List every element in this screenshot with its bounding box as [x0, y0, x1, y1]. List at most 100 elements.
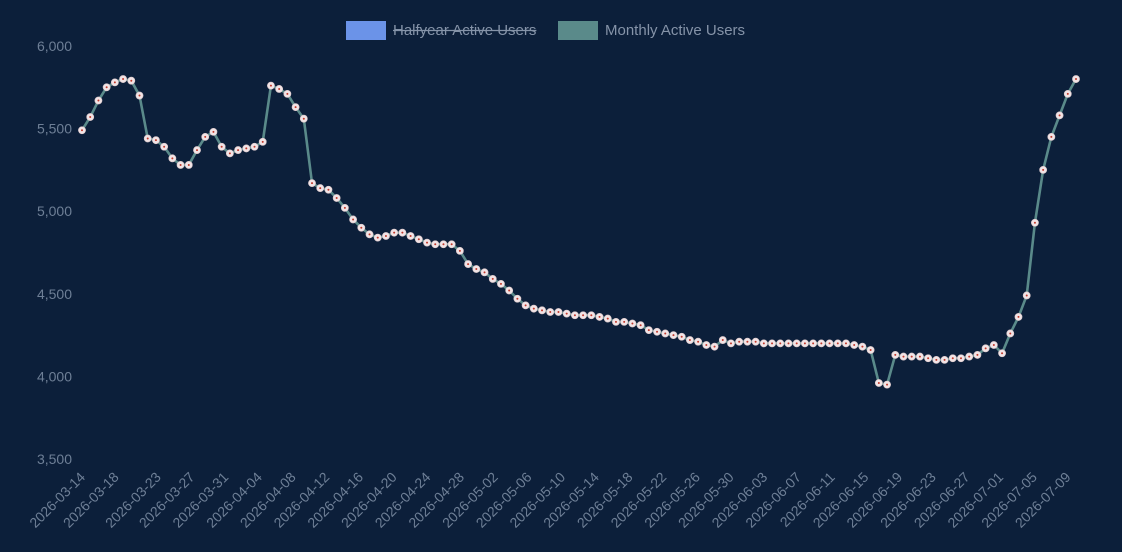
data-point[interactable] [874, 379, 883, 387]
data-point[interactable] [743, 337, 752, 346]
data-point[interactable] [989, 341, 998, 349]
data-point[interactable] [677, 332, 686, 341]
data-point[interactable] [267, 81, 275, 90]
data-point[interactable] [242, 144, 251, 153]
data-point[interactable] [718, 336, 727, 344]
data-point[interactable] [275, 85, 284, 93]
data-point[interactable] [1014, 313, 1023, 321]
data-point[interactable] [759, 339, 768, 348]
data-point[interactable] [406, 232, 415, 240]
data-point[interactable] [184, 161, 193, 169]
data-point[interactable] [472, 265, 481, 273]
data-point[interactable] [291, 103, 300, 112]
data-point[interactable] [948, 354, 957, 363]
data-point[interactable] [127, 76, 136, 85]
data-point[interactable] [110, 78, 119, 87]
data-point[interactable] [825, 339, 834, 348]
data-point[interactable] [365, 230, 374, 239]
data-point[interactable] [981, 344, 990, 353]
data-point[interactable] [538, 306, 546, 315]
data-point[interactable] [234, 146, 242, 154]
data-point[interactable] [957, 354, 965, 363]
data-point[interactable] [225, 149, 234, 158]
data-point[interactable] [735, 337, 744, 346]
data-point[interactable] [86, 113, 95, 121]
data-point[interactable] [858, 342, 867, 351]
data-point[interactable] [152, 136, 160, 145]
legend-item-halfyear[interactable]: Halfyear Active Users [346, 21, 537, 40]
data-point[interactable] [431, 240, 440, 249]
data-point[interactable] [916, 352, 924, 361]
data-point[interactable] [973, 351, 982, 359]
data-point[interactable] [316, 184, 325, 192]
data-point[interactable] [1031, 218, 1039, 227]
data-point[interactable] [932, 355, 941, 364]
data-point[interactable] [209, 128, 218, 136]
data-point[interactable] [390, 228, 399, 237]
data-point[interactable] [850, 341, 859, 349]
data-point[interactable] [628, 319, 637, 328]
data-point[interactable] [661, 329, 670, 338]
data-point[interactable] [332, 194, 341, 202]
data-point[interactable] [398, 228, 407, 237]
data-point[interactable] [464, 260, 472, 268]
data-point[interactable] [258, 137, 267, 146]
data-point[interactable] [168, 154, 177, 163]
data-point[interactable] [423, 238, 431, 247]
data-point[interactable] [842, 339, 850, 348]
data-point[interactable] [119, 75, 127, 83]
data-point[interactable] [176, 161, 185, 169]
data-point[interactable] [78, 126, 86, 135]
data-point[interactable] [883, 380, 891, 389]
data-point[interactable] [784, 339, 793, 348]
data-point[interactable] [792, 339, 801, 348]
data-point[interactable] [135, 91, 144, 100]
data-point[interactable] [340, 203, 349, 212]
legend-item-monthly[interactable]: Monthly Active Users [558, 21, 745, 40]
data-point[interactable] [439, 240, 448, 249]
data-point[interactable] [587, 311, 596, 320]
data-point[interactable] [373, 233, 382, 242]
data-point[interactable] [644, 326, 653, 335]
data-point[interactable] [250, 142, 259, 151]
data-point[interactable] [965, 352, 974, 361]
data-point[interactable] [751, 337, 760, 346]
data-point[interactable] [357, 223, 366, 232]
data-point[interactable] [455, 246, 464, 255]
data-point[interactable] [546, 308, 555, 316]
data-point[interactable] [1006, 329, 1015, 338]
data-point[interactable] [710, 342, 719, 351]
data-point[interactable] [866, 346, 875, 354]
data-point[interactable] [497, 279, 505, 288]
data-point[interactable] [940, 355, 949, 364]
data-point[interactable] [620, 317, 629, 326]
data-point[interactable] [299, 114, 308, 123]
data-point[interactable] [324, 185, 333, 194]
data-point[interactable] [217, 142, 226, 151]
data-point[interactable] [603, 314, 612, 323]
data-point[interactable] [570, 311, 579, 320]
data-point[interactable] [801, 339, 809, 348]
data-point[interactable] [776, 339, 785, 348]
data-point[interactable] [669, 331, 678, 339]
data-point[interactable] [686, 336, 694, 344]
data-point[interactable] [94, 96, 103, 105]
data-point[interactable] [891, 351, 900, 359]
data-point[interactable] [1039, 165, 1048, 174]
data-point[interactable] [1063, 90, 1072, 98]
data-point[interactable] [694, 337, 703, 346]
data-point[interactable] [201, 132, 210, 141]
data-point[interactable] [702, 341, 711, 349]
data-point[interactable] [488, 275, 497, 283]
data-point[interactable] [595, 313, 604, 321]
data-point[interactable] [562, 309, 571, 318]
data-point[interactable] [924, 354, 933, 363]
data-point[interactable] [636, 321, 645, 330]
data-point[interactable] [579, 311, 588, 320]
data-point[interactable] [283, 90, 292, 98]
data-point[interactable] [447, 240, 456, 249]
data-point[interactable] [102, 83, 111, 92]
data-point[interactable] [833, 339, 842, 348]
data-point[interactable] [612, 317, 620, 326]
data-point[interactable] [160, 142, 169, 151]
